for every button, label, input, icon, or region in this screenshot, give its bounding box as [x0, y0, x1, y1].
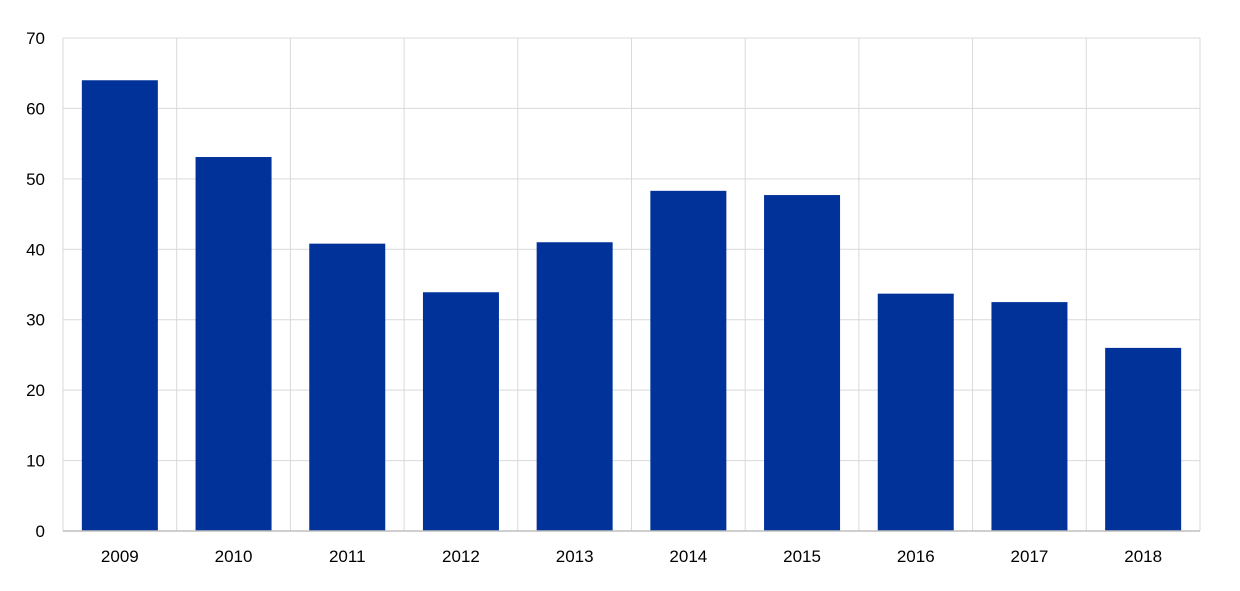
x-tick-label: 2017: [1011, 547, 1049, 566]
bar-2015: [764, 195, 841, 531]
bar-2018: [1105, 347, 1182, 531]
bar-2009: [81, 80, 158, 531]
bar-2010: [195, 157, 272, 531]
bar-2016: [877, 293, 954, 531]
bar-2017: [991, 302, 1068, 531]
x-tick-label: 2018: [1124, 547, 1162, 566]
x-tick-label: 2009: [101, 547, 139, 566]
x-axis-ticks: 2009 2010 2011 2012 2013 2014 2015 2016 2017 2018: [101, 547, 1162, 566]
bar-2014: [650, 190, 727, 531]
y-axis-ticks: 0 10 20 30 40 50 60 70: [26, 29, 45, 541]
x-tick-label: 2013: [556, 547, 594, 566]
y-tick-label: 30: [26, 311, 45, 330]
y-tick-label: 40: [26, 240, 45, 259]
x-tick-label: 2011: [329, 547, 366, 566]
y-tick-label: 20: [26, 381, 45, 400]
x-tick-label: 2015: [783, 547, 821, 566]
y-tick-label: 50: [26, 170, 45, 189]
y-tick-label: 10: [26, 452, 45, 471]
y-tick-label: 60: [26, 99, 45, 118]
x-tick-label: 2016: [897, 547, 935, 566]
bar-2013: [536, 242, 613, 531]
bar-2011: [309, 243, 386, 531]
y-tick-label: 70: [26, 29, 45, 48]
y-tick-label: 0: [36, 522, 45, 541]
bars: [81, 80, 1182, 531]
x-tick-label: 2014: [669, 547, 707, 566]
x-tick-label: 2010: [215, 547, 253, 566]
x-tick-label: 2012: [442, 547, 480, 566]
bar-2012: [422, 292, 499, 531]
